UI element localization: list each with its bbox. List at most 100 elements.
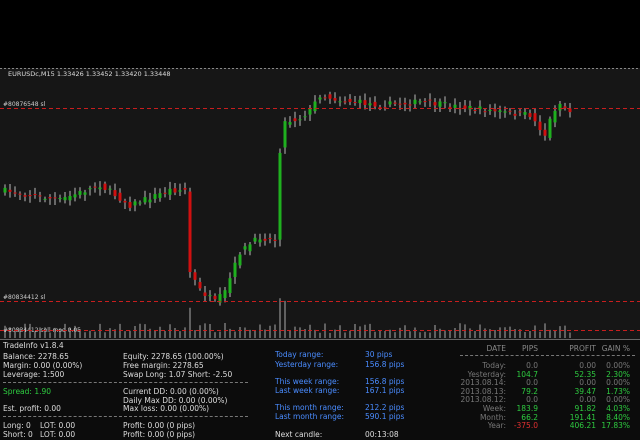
candle-body — [33, 194, 37, 196]
next-candle-value: 00:13:08 — [365, 430, 399, 439]
candle-body — [563, 106, 567, 109]
candle-body — [438, 101, 442, 107]
candle-body — [533, 113, 537, 122]
account-info: Margin: 0.00 (0.00%) — [3, 361, 83, 370]
candle-body — [43, 198, 47, 200]
range-label: This week range: — [275, 377, 340, 386]
next-candle-label: Next candle: — [275, 430, 323, 439]
candle-body — [168, 188, 172, 195]
candle-body — [163, 192, 167, 194]
candle-body — [123, 200, 127, 203]
candle-body — [353, 102, 357, 104]
candle-body — [198, 281, 202, 289]
candle-body — [173, 188, 177, 193]
candle-body — [398, 103, 402, 105]
range-label: Last month range: — [275, 412, 345, 421]
candle-body — [128, 202, 132, 208]
candle-body — [358, 99, 362, 104]
stats-cell: 1.73% — [606, 386, 630, 396]
candle-body — [203, 292, 207, 296]
account-info: Spread: 1.90 — [3, 387, 52, 396]
range-value: 212.2 pips — [365, 403, 405, 412]
candle-body — [553, 110, 557, 123]
stats-cell: 52.35 — [574, 369, 596, 379]
stats-cell: 191.41 — [569, 412, 596, 422]
separator — [3, 382, 248, 383]
range-label: Today range: — [275, 350, 324, 359]
range-value: 590.1 pips — [365, 412, 405, 421]
candle-body — [313, 101, 317, 112]
candle-body — [18, 193, 22, 195]
stats-cell: Month: — [479, 412, 506, 422]
candle-body — [463, 105, 467, 109]
candle-body — [568, 108, 572, 113]
candle-body — [293, 118, 297, 122]
stats-cell: 0.00 — [579, 361, 596, 370]
stats-cell: 0.00% — [606, 395, 630, 405]
candle-body — [193, 272, 197, 280]
candle-body — [328, 94, 332, 99]
candle-body — [348, 98, 352, 102]
stats-cell: -375.0 — [513, 421, 538, 431]
separator — [3, 416, 248, 417]
chart-background — [0, 68, 640, 340]
stats-cell: 17.83% — [601, 421, 630, 431]
sl-label: #80834412 sl — [3, 294, 46, 301]
candle-body — [338, 101, 342, 103]
candle-body — [448, 106, 452, 108]
candle-body — [318, 97, 322, 100]
stats-cell: 39.47 — [574, 386, 596, 396]
candle-body — [218, 294, 222, 303]
candle-body — [443, 102, 447, 104]
candle-body — [228, 278, 232, 294]
account-info: Max loss: 0.00 (0.00%) — [123, 404, 210, 413]
candle-body — [433, 102, 437, 106]
stats-cell: 2013.08.13: — [460, 386, 506, 396]
candle-body — [263, 238, 267, 241]
candle-body — [513, 113, 517, 116]
candle-body — [93, 186, 97, 188]
candle-body — [283, 121, 287, 148]
candle-body — [158, 193, 162, 198]
stats-cell: 0.00% — [606, 361, 630, 370]
candle-body — [83, 192, 87, 195]
candle-body — [418, 101, 422, 103]
candle-body — [343, 101, 347, 103]
stats-cell: Week: — [482, 404, 506, 413]
candle-body — [148, 199, 152, 203]
candle-body — [213, 295, 217, 300]
candle-body — [543, 129, 547, 136]
candle-body — [508, 110, 512, 112]
candle-body — [58, 197, 62, 199]
candle-body — [143, 197, 147, 203]
stats-cell: 0.0 — [526, 361, 538, 370]
stats-cell: Today: — [482, 361, 506, 370]
candle-body — [233, 262, 237, 278]
stats-header: DATE — [486, 344, 506, 353]
candle-body — [188, 191, 192, 273]
separator — [460, 355, 635, 356]
account-info: Free margin: 2278.65 — [123, 361, 204, 370]
range-label: Yesterday range: — [275, 360, 339, 369]
stats-cell: 0.0 — [526, 378, 538, 388]
candle-body — [368, 103, 372, 106]
stats-cell: 2.30% — [606, 369, 630, 379]
candle-body — [488, 109, 492, 111]
candle-body — [63, 197, 67, 201]
candle-body — [413, 99, 417, 105]
candle-body — [153, 194, 157, 199]
candle-body — [373, 101, 377, 107]
candle-body — [528, 113, 532, 118]
account-info: Profit: 0.00 (0 pips) — [123, 421, 196, 430]
candle-body — [493, 109, 497, 112]
stats-cell: 8.40% — [606, 412, 630, 422]
account-info: Short: 0 — [3, 430, 33, 439]
stats-cell: 79.2 — [521, 386, 538, 396]
candle-body — [103, 183, 107, 190]
candle-body — [333, 98, 337, 101]
stats-cell: 2013.08.14: — [460, 378, 506, 388]
stats-cell: 4.03% — [606, 404, 630, 413]
chart-window: EURUSDc,M15 1.33426 1.33452 1.33420 1.33… — [0, 68, 640, 340]
account-info: Daily Max DD: 0.00 (0.00%) — [123, 396, 228, 405]
